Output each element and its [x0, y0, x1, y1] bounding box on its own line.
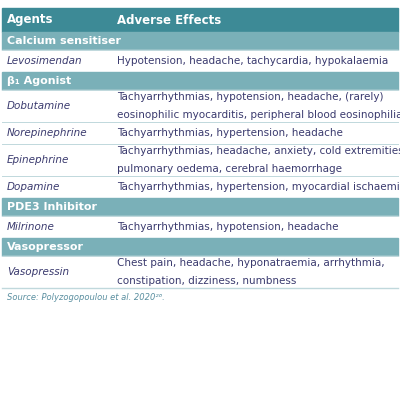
Text: Hypotension, headache, tachycardia, hypokalaemia: Hypotension, headache, tachycardia, hypo…: [117, 56, 388, 66]
Bar: [2, 256, 398, 288]
Text: eosinophilic myocarditis, peripheral blood eosinophilia: eosinophilic myocarditis, peripheral blo…: [117, 110, 400, 120]
Text: Tachyarrhythmias, hypotension, headache, (rarely): Tachyarrhythmias, hypotension, headache,…: [117, 92, 384, 102]
Bar: [2, 122, 398, 144]
Text: PDE3 Inhibitor: PDE3 Inhibitor: [7, 202, 97, 212]
Text: Tachyarrhythmias, hypotension, headache: Tachyarrhythmias, hypotension, headache: [117, 222, 338, 232]
Text: Norepinephrine: Norepinephrine: [7, 128, 88, 138]
Bar: [2, 176, 398, 198]
Bar: [2, 288, 398, 306]
Text: Adverse Effects: Adverse Effects: [117, 14, 221, 26]
Text: Chest pain, headache, hyponatraemia, arrhythmia,: Chest pain, headache, hyponatraemia, arr…: [117, 258, 385, 268]
Text: Vasopressin: Vasopressin: [7, 267, 69, 277]
Text: Milrinone: Milrinone: [7, 222, 55, 232]
Text: Vasopressor: Vasopressor: [7, 242, 84, 252]
Text: Tachyarrhythmias, hypertension, myocardial ischaemia: Tachyarrhythmias, hypertension, myocardi…: [117, 182, 400, 192]
Text: Agents: Agents: [7, 14, 54, 26]
Bar: [2, 8, 398, 32]
Text: Dobutamine: Dobutamine: [7, 101, 71, 111]
Bar: [2, 198, 398, 216]
Text: Tachyarrhythmias, hypertension, headache: Tachyarrhythmias, hypertension, headache: [117, 128, 343, 138]
Text: constipation, dizziness, numbness: constipation, dizziness, numbness: [117, 276, 296, 286]
Text: Levosimendan: Levosimendan: [7, 56, 83, 66]
Text: Calcium sensitiser: Calcium sensitiser: [7, 36, 121, 46]
Bar: [2, 72, 398, 90]
Bar: [2, 90, 398, 122]
Text: Tachyarrhythmias, headache, anxiety, cold extremities,: Tachyarrhythmias, headache, anxiety, col…: [117, 146, 400, 156]
Bar: [2, 216, 398, 238]
Text: Source: Polyzogopoulou et al. 2020²⁶.: Source: Polyzogopoulou et al. 2020²⁶.: [7, 292, 165, 302]
Bar: [2, 32, 398, 50]
Bar: [2, 238, 398, 256]
Text: pulmonary oedema, cerebral haemorrhage: pulmonary oedema, cerebral haemorrhage: [117, 164, 342, 174]
Bar: [2, 144, 398, 176]
Text: Epinephrine: Epinephrine: [7, 155, 69, 165]
Text: β₁ Agonist: β₁ Agonist: [7, 76, 71, 86]
Bar: [2, 50, 398, 72]
Text: Dopamine: Dopamine: [7, 182, 60, 192]
